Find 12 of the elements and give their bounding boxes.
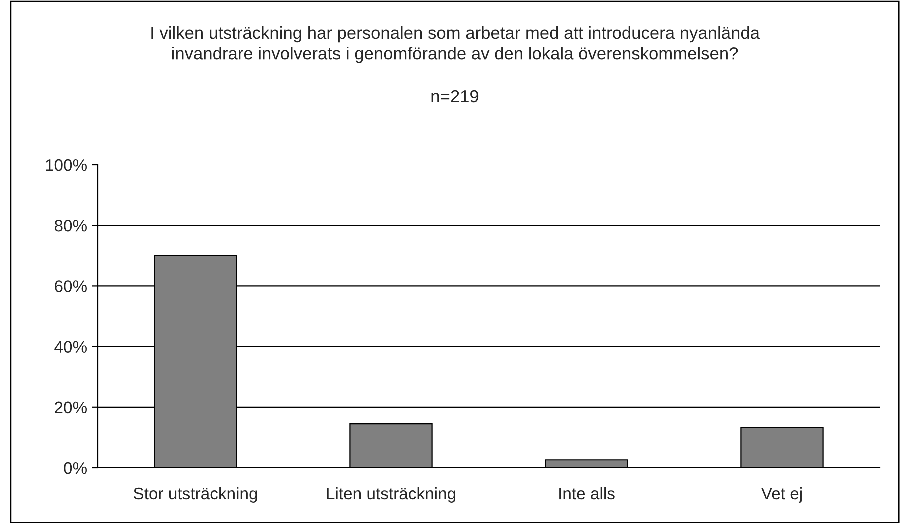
y-tick-label: 80% [54, 220, 87, 232]
y-tick-label: 20% [55, 402, 87, 414]
y-tick-label: 40% [54, 341, 87, 354]
x-tick-label: Stor utsträckning [134, 487, 258, 503]
y-tick-label: 60% [55, 280, 87, 292]
y-tick-label: 0% [64, 462, 87, 474]
chart-subtitle: n=219 [432, 90, 479, 103]
chart-title: I vilken utsträckning har personalen som arbetar med att introducera nyanlända invandrare involverats i genomförande av den lokala överenskommelsen? [152, 26, 760, 64]
y-tick-label: 100% [46, 159, 87, 172]
x-tick-label: Liten utsträckning [327, 487, 456, 503]
x-tick-label: Vet ej [761, 487, 802, 503]
x-tick-label: Inte alls [560, 487, 615, 500]
